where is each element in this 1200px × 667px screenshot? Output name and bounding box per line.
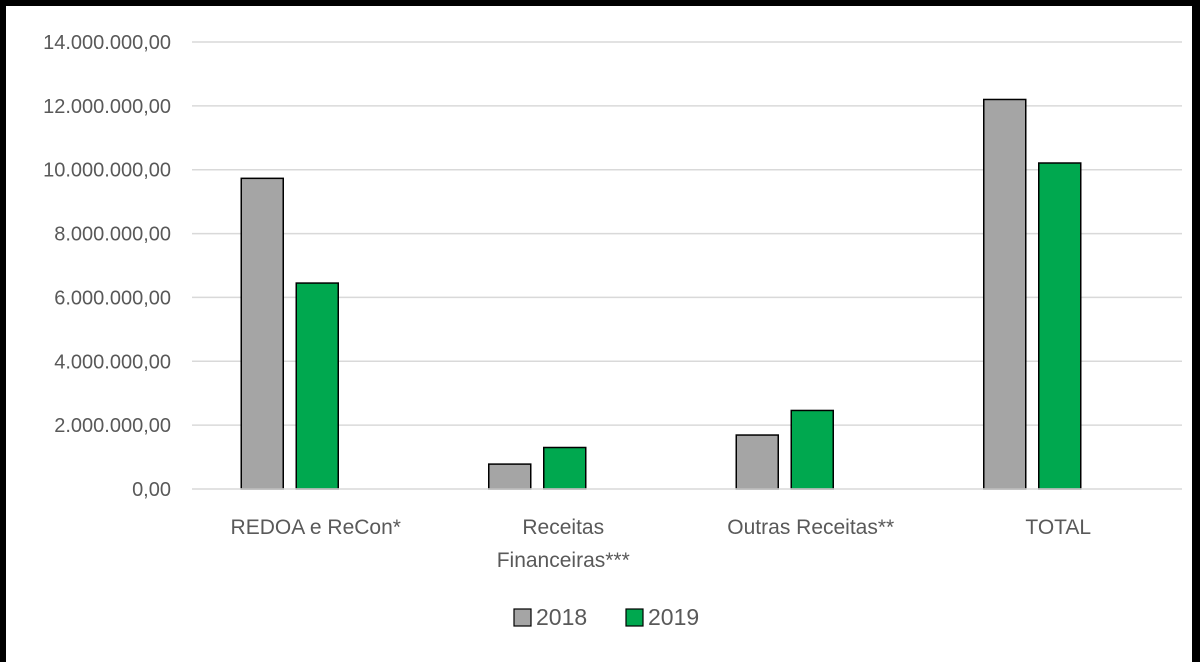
- x-tick-label: TOTAL: [1025, 516, 1091, 539]
- bar-2018: [735, 434, 779, 490]
- y-tick-label: 2.000.000,00: [54, 415, 171, 437]
- y-tick-label: 14.000.000,00: [43, 32, 171, 54]
- gridlines: [192, 41, 1182, 426]
- bar-chart: 0,00 2.000.000,00 4.000.000,00 6.000.000,00…: [43, 32, 1182, 630]
- bar-2019: [543, 446, 587, 490]
- legend: 2018 2019: [513, 604, 699, 630]
- legend-label: 2019: [648, 604, 699, 630]
- x-tick-label: REDOA e ReCon*: [231, 516, 401, 539]
- legend-swatch-2018: [513, 608, 532, 627]
- x-axis: REDOA e ReCon* Receitas Financeiras*** Outr…: [231, 516, 1092, 572]
- y-tick-label: 4.000.000,00: [54, 351, 171, 373]
- bars: [240, 98, 1082, 490]
- bar-2018: [240, 177, 284, 490]
- y-tick-label: 6.000.000,00: [54, 287, 171, 309]
- legend-item: 2018: [513, 604, 587, 630]
- y-tick-label: 12.000.000,00: [43, 96, 171, 118]
- x-tick-label: Outras Receitas**: [727, 516, 894, 539]
- legend-label: 2018: [536, 604, 587, 630]
- y-tick-label: 10.000.000,00: [43, 160, 171, 182]
- y-tick-label: 0,00: [132, 479, 171, 501]
- bar-2019: [1038, 162, 1082, 490]
- legend-item: 2019: [625, 604, 699, 630]
- x-tick-label: Financeiras***: [497, 549, 630, 572]
- bar-2019: [295, 282, 339, 490]
- bar-2018: [488, 463, 532, 490]
- bar-2018: [983, 98, 1027, 490]
- y-tick-label: 8.000.000,00: [54, 224, 171, 246]
- y-axis: 0,00 2.000.000,00 4.000.000,00 6.000.000,00…: [43, 32, 171, 501]
- bar-2019: [790, 409, 834, 490]
- legend-swatch-2019: [625, 608, 644, 627]
- x-tick-label: Receitas: [522, 516, 604, 539]
